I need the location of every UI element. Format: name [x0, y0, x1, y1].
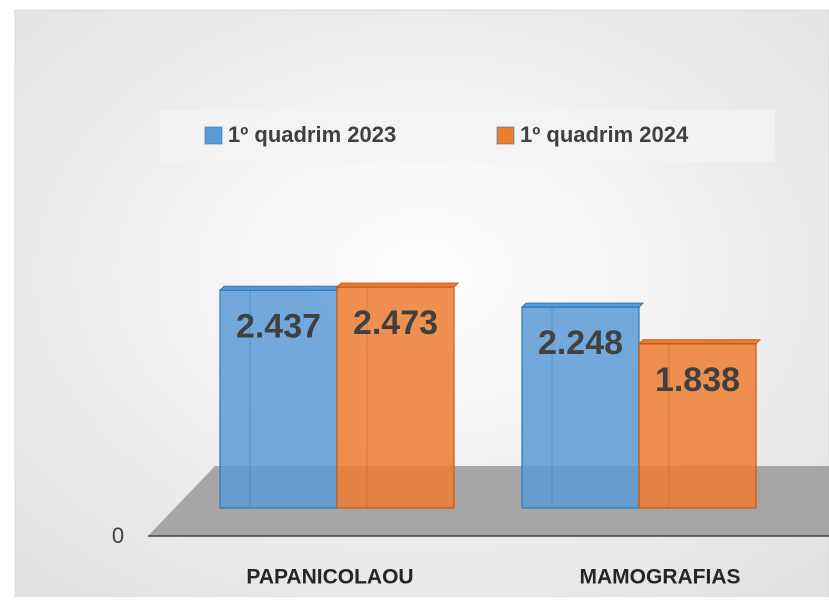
legend-box: [160, 110, 775, 162]
bar: [336, 286, 455, 509]
legend-label: 1º quadrim 2024: [520, 122, 689, 147]
bar: [219, 289, 338, 509]
y-tick-label: 0: [112, 523, 124, 548]
x-tick-label: PAPANICOLAOU: [246, 566, 413, 589]
bar-top: [335, 282, 460, 288]
x-tick-label: MAMOGRAFIAS: [580, 566, 741, 589]
bar: [638, 343, 757, 509]
bar-top: [520, 302, 645, 308]
legend-swatch: [204, 126, 223, 145]
bar: [521, 306, 640, 509]
data-label: 1.838: [655, 361, 740, 399]
data-label: 2.473: [353, 304, 438, 342]
legend-swatch: [496, 126, 515, 145]
legend-label: 1º quadrim 2023: [228, 122, 396, 147]
data-label: 2.248: [538, 324, 623, 362]
data-label: 2.437: [236, 307, 321, 345]
